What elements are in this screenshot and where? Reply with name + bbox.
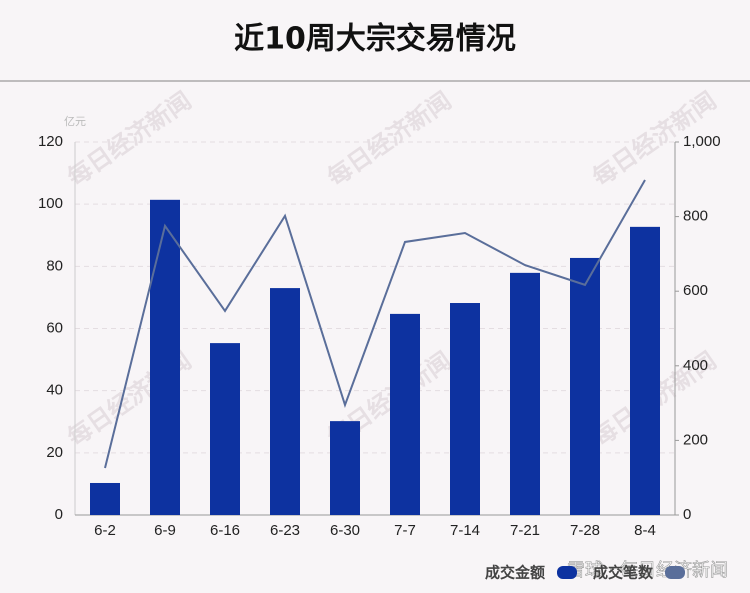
y-tick-label: 0 (55, 506, 63, 523)
x-tick-label: 8-4 (634, 522, 656, 539)
chart-title: 近10周大宗交易情况 (234, 22, 516, 57)
y2-tick-label: 200 (683, 431, 708, 448)
bar (210, 343, 240, 515)
x-tick-label: 7-21 (510, 522, 540, 539)
y-tick-label: 120 (38, 133, 63, 150)
x-tick-label: 7-14 (450, 522, 480, 539)
y-tick-label: 20 (46, 444, 63, 461)
x-tick-label: 6-9 (154, 522, 176, 539)
y-tick-label: 40 (46, 382, 63, 399)
watermark: 每日经济新闻 (322, 86, 456, 192)
bar (570, 257, 600, 515)
source-overlay: 雪球 · 每日经济新闻 (567, 560, 728, 581)
bar (390, 313, 420, 515)
bar (330, 421, 360, 515)
y2-tick-label: 1,000 (683, 133, 721, 150)
legend-label: 成交笔数 (593, 564, 654, 582)
bar (150, 199, 180, 515)
x-tick-label: 6-16 (210, 522, 240, 539)
line (104, 179, 646, 469)
legend-label: 成交金额 (485, 564, 545, 582)
bar (270, 288, 300, 515)
bar (630, 226, 660, 516)
y-unit: 亿元 (64, 115, 86, 128)
y-tick-label: 60 (46, 319, 63, 336)
watermark: 每日经济新闻 (62, 86, 196, 192)
x-tick-label: 7-28 (570, 522, 600, 539)
x-tick-label: 7-7 (394, 522, 416, 539)
y2-tick-label: 800 (683, 208, 708, 225)
y-tick-label: 100 (38, 195, 63, 212)
bar (90, 482, 120, 515)
y2-tick-label: 400 (683, 357, 708, 374)
y2-tick-label: 600 (683, 282, 708, 299)
bar (510, 272, 540, 515)
y-tick-label: 80 (46, 257, 63, 274)
legend-swatch (557, 566, 577, 579)
bar (450, 303, 480, 515)
x-tick-label: 6-2 (94, 522, 116, 539)
y2-tick-label: 0 (683, 506, 691, 523)
x-tick-label: 6-23 (270, 522, 300, 539)
x-tick-label: 6-30 (330, 522, 360, 539)
legend-swatch (665, 566, 685, 579)
